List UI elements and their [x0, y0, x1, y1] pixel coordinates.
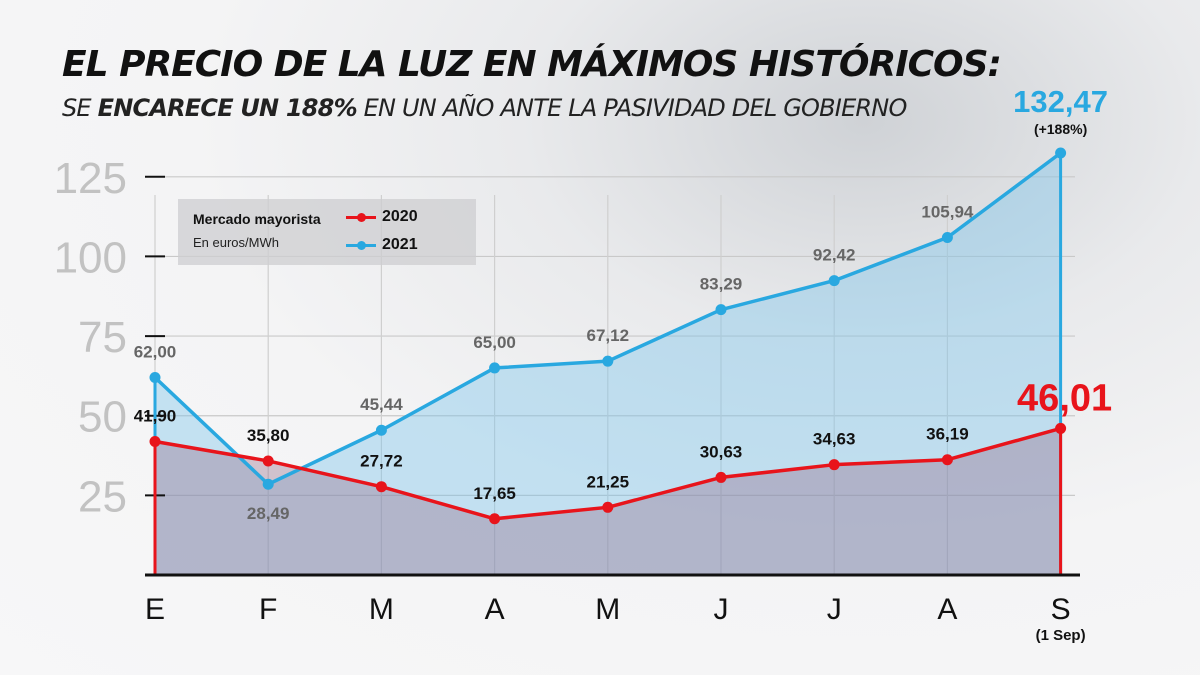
chart-legend: Mercado mayorista En euros/MWh 2020 2021: [178, 199, 476, 265]
y-tick-label: 75: [78, 313, 127, 362]
x-tick-note: (1 Sep): [1036, 627, 1086, 644]
data-label-2020: 36,19: [926, 425, 969, 444]
x-tick-label: A: [485, 593, 505, 626]
legend-title: Mercado mayorista: [193, 211, 321, 227]
point-2021: [149, 371, 161, 383]
point-2020: [715, 471, 727, 483]
point-2021: [375, 424, 387, 436]
point-2020: [1055, 422, 1067, 434]
x-tick-label: J: [827, 593, 842, 626]
legend-marker-2020: [357, 213, 366, 222]
point-2021: [489, 362, 501, 374]
point-2021: [602, 355, 614, 367]
data-label-2020: 27,72: [360, 452, 403, 471]
data-label-2020: 35,80: [247, 426, 290, 445]
data-label-2021: 28,49: [247, 504, 290, 523]
point-2020: [941, 454, 953, 466]
data-label-2020: 41,90: [134, 407, 177, 426]
chart-title: EL PRECIO DE LA LUZ EN MÁXIMOS HISTÓRICO…: [62, 44, 1002, 85]
y-tick-label: 50: [78, 393, 127, 442]
data-label-2020: 17,65: [473, 484, 516, 503]
data-label-2020: 21,25: [587, 472, 630, 491]
x-tick-label: M: [595, 593, 620, 626]
data-label-2020: 30,63: [700, 442, 743, 461]
data-label-2020-latest: 46,01: [1017, 377, 1112, 419]
y-tick-label: 100: [54, 233, 127, 282]
x-tick-label: F: [259, 593, 277, 626]
point-2021: [715, 304, 727, 316]
y-tick-label: 125: [54, 154, 127, 203]
legend-marker-2021: [357, 241, 366, 250]
point-2020: [602, 501, 614, 513]
point-2021: [1055, 147, 1067, 159]
legend-unit: En euros/MWh: [193, 235, 279, 250]
data-label-2021: 92,42: [813, 246, 856, 265]
annotation-2021-change: (+188%): [1034, 121, 1087, 137]
point-2021: [262, 478, 274, 490]
point-2020: [828, 459, 840, 471]
data-label-2021: 105,94: [921, 203, 974, 222]
data-label-2021: 83,29: [700, 275, 743, 294]
point-2020: [375, 481, 387, 493]
y-tick-label: 25: [78, 472, 127, 521]
chart-subtitle: SE ENCARECE UN 188% EN UN AÑO ANTE LA PA…: [62, 94, 907, 122]
subtitle-end: EN UN AÑO ANTE LA PASIVIDAD DEL GOBIERNO: [356, 94, 908, 122]
data-label-2021: 65,00: [473, 333, 516, 352]
x-tick-label: E: [145, 593, 165, 626]
x-tick-label: S: [1051, 593, 1071, 626]
data-label-2020: 34,63: [813, 430, 856, 449]
x-tick-label: M: [369, 593, 394, 626]
point-2020: [149, 436, 161, 448]
point-2020: [489, 513, 501, 525]
legend-label-2020: 2020: [382, 208, 418, 225]
legend-label-2021: 2021: [382, 236, 418, 253]
subtitle-start: SE: [62, 94, 98, 122]
point-2021: [828, 275, 840, 287]
data-label-2021: 45,44: [360, 395, 403, 414]
point-2021: [941, 232, 953, 244]
data-label-2021: 67,12: [587, 326, 630, 345]
x-tick-label: A: [937, 593, 957, 626]
data-label-2021: 62,00: [134, 342, 177, 361]
data-label-2021-latest: 132,47: [1013, 84, 1108, 119]
x-tick-label: J: [714, 593, 729, 626]
point-2020: [262, 455, 274, 467]
subtitle-highlight: ENCARECE UN 188%: [97, 94, 358, 122]
